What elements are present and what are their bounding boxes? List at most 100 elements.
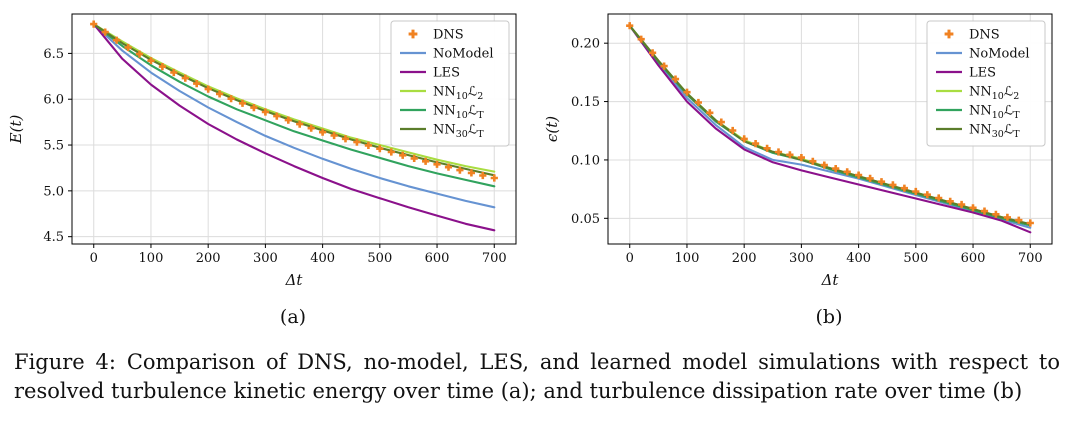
y-tick-label: 5.0 <box>43 184 64 199</box>
y-axis-label: E(t) <box>8 115 25 145</box>
plus-marker <box>660 62 668 70</box>
x-tick-label: 200 <box>196 251 221 266</box>
plus-marker <box>147 57 155 65</box>
plus-marker <box>193 80 201 88</box>
figure-caption: Figure 4: Comparison of DNS, no-model, L… <box>14 348 1060 407</box>
y-tick-label: 6.0 <box>43 93 64 108</box>
plus-marker <box>250 104 258 112</box>
y-tick-label: 5.5 <box>43 139 64 154</box>
plus-marker <box>820 161 828 169</box>
plus-marker <box>364 141 372 149</box>
plus-marker <box>1015 216 1023 224</box>
legend-label-les: LES <box>969 66 996 81</box>
plot-frame <box>607 13 1053 245</box>
x-axis-label: Δt <box>821 271 840 289</box>
series-markers-dns <box>90 20 498 182</box>
plus-marker <box>479 171 487 180</box>
plus-marker <box>261 108 269 116</box>
figure-row: 0 100 200 300 400 500 600 700 4.5 5.0 5.5 6.0 6.5 Δt E… <box>7 4 1066 296</box>
plus-marker <box>204 85 212 93</box>
plus-marker <box>809 157 817 165</box>
chart-panel-a: 0 100 200 300 400 500 600 700 4.5 5.0 5.5 6.0 6.5 Δt E… <box>7 4 530 296</box>
plus-marker <box>774 148 783 156</box>
plus-marker <box>113 36 121 44</box>
legend-label-nn30lt: NN30ℒT <box>969 123 1020 141</box>
plus-marker <box>717 118 725 126</box>
plus-marker <box>307 124 315 132</box>
x-tick-label: 600 <box>425 251 450 266</box>
legend-label-nn10l2: NN10ℒ2 <box>433 85 483 103</box>
plus-marker <box>729 126 737 135</box>
series-line-nn30lt <box>92 23 496 177</box>
plus-marker <box>797 154 805 162</box>
x-tick-label: 400 <box>310 251 335 266</box>
x-tick-label: 0 <box>626 251 634 266</box>
legend-label-nomodel: NoModel <box>969 47 1030 62</box>
y-tick-label: 0.15 <box>571 95 600 110</box>
plus-marker <box>969 204 977 212</box>
plus-marker <box>101 28 109 36</box>
series-line-nn10l2 <box>92 23 496 173</box>
series-line-nomodel <box>92 23 496 209</box>
y-tick-label: 0.20 <box>571 37 600 52</box>
legend-label-nomodel: NoModel <box>433 47 494 62</box>
plus-marker <box>170 68 178 77</box>
plus-marker <box>444 163 453 171</box>
plus-marker <box>889 181 897 189</box>
plus-marker <box>490 174 498 182</box>
plus-marker <box>843 168 851 176</box>
plus-marker <box>1003 213 1011 221</box>
legend-label-les: LES <box>433 66 460 81</box>
plus-marker <box>683 88 691 96</box>
plus-marker <box>376 145 384 153</box>
plus-marker <box>832 165 840 173</box>
plus-marker <box>958 200 966 209</box>
legend-marker-dns <box>408 29 418 39</box>
plus-marker <box>90 20 98 28</box>
plus-marker <box>923 191 931 199</box>
plus-marker <box>935 194 943 202</box>
plus-marker <box>877 178 886 186</box>
series-line-les <box>92 23 496 232</box>
plus-marker <box>706 109 714 117</box>
plus-marker <box>284 116 292 124</box>
dissipation-rate-chart: 0 100 200 300 400 500 600 700 0.05 0.10 0.15 0.20 Δt… <box>543 13 1053 289</box>
legend-label-dns: DNS <box>969 28 1000 43</box>
plus-marker <box>694 98 702 107</box>
plus-marker <box>866 174 874 182</box>
chart-panel-b: 0 100 200 300 400 500 600 700 0.05 0.10 0.15 0.20 Δt… <box>543 4 1066 296</box>
plus-marker <box>740 135 748 143</box>
x-tick-label: 700 <box>482 251 507 266</box>
plus-marker <box>946 197 954 205</box>
x-tick-label: 100 <box>139 251 164 266</box>
plus-marker <box>671 75 680 83</box>
subfigure-label-b: (b) <box>815 306 843 328</box>
y-tick-label: 4.5 <box>43 230 64 245</box>
series-line-nn10lt <box>92 23 496 188</box>
y-tick-label: 0.10 <box>571 153 600 168</box>
plus-marker <box>341 135 350 143</box>
plus-marker <box>992 210 1000 218</box>
plus-marker <box>319 128 327 136</box>
plus-marker <box>330 131 338 140</box>
plus-marker <box>980 207 989 215</box>
x-tick-label: 500 <box>367 251 392 266</box>
plus-marker <box>227 95 235 103</box>
plus-marker <box>433 160 441 168</box>
x-axis-label: Δt <box>285 271 304 289</box>
subfigure-label-a: (a) <box>279 306 307 328</box>
plus-marker <box>399 151 407 159</box>
plus-marker <box>158 63 166 71</box>
plus-marker <box>387 148 395 156</box>
plus-marker <box>273 112 281 120</box>
plus-marker <box>900 184 908 192</box>
y-tick-label: 6.5 <box>43 47 64 62</box>
plus-marker <box>238 99 247 107</box>
plus-marker <box>216 90 224 98</box>
x-tick-label: 300 <box>789 251 814 266</box>
plus-marker <box>467 169 475 177</box>
legend-label-dns: DNS <box>433 28 464 43</box>
